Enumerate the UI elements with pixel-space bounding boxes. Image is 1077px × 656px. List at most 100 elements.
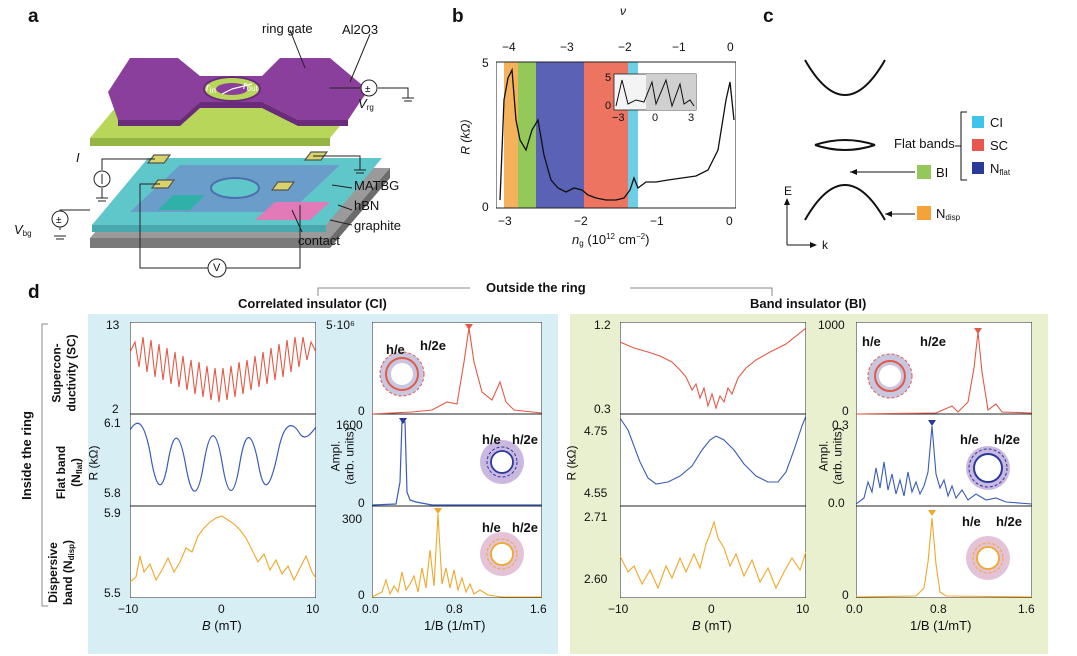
row-label-disp: Dispersive band (Ndisp)	[46, 539, 77, 606]
v-rg-label: Vrg	[358, 96, 374, 112]
inset-x-tick: −3	[612, 112, 625, 124]
bi-label: BI	[936, 165, 949, 180]
bi-disp-trace	[620, 520, 806, 590]
bi-flat-spectrum	[856, 425, 1032, 505]
bi-a-tick: 0.0	[828, 496, 845, 510]
panel-b-plot	[496, 61, 736, 209]
bi-sc-trace	[620, 327, 806, 410]
he-label: h/e	[862, 334, 881, 349]
ng-axis-label: ng (1012 cm−2)	[572, 232, 650, 248]
ci-a-tick: 0	[358, 404, 365, 418]
svg-text:±: ±	[365, 84, 371, 95]
r-in-label: rin	[206, 82, 216, 95]
panel-label-b: b	[452, 6, 464, 27]
b-tick: −10	[118, 602, 139, 616]
b-tick: 10	[796, 602, 810, 616]
h2e-label: h/2e	[996, 514, 1023, 529]
ci-ampl-axis-label: Ampl. (arb. units)	[328, 427, 357, 485]
ci-b-axis-label: B (mT)	[202, 618, 242, 633]
legend-ci: CI	[990, 115, 1003, 130]
bi-flat-trace	[620, 415, 806, 485]
ci-disp-trace	[130, 515, 316, 583]
bi-disp-spectrum	[856, 517, 1032, 598]
flat-bands-label: Flat bands	[894, 136, 955, 151]
bi-r-axis-label: R (kΩ)	[564, 445, 579, 481]
inside-ring-bracket	[41, 323, 48, 607]
hbn-label: hBN	[354, 198, 380, 213]
ci-amplitude-plots	[372, 322, 542, 598]
he-label: h/e	[482, 520, 501, 535]
invb-tick: 0.8	[446, 602, 463, 616]
ci-a-tick: 1600	[336, 418, 363, 432]
bi-a-tick: 0.3	[832, 418, 849, 432]
device-schematic: ± ±	[51, 29, 414, 278]
bi-r-tick: 0.3	[594, 402, 611, 416]
h2e-label: h/2e	[512, 432, 539, 447]
y-tick: 0	[482, 200, 489, 214]
inset-y-tick: 5	[605, 72, 612, 84]
outside-ring-title: Outside the ring	[486, 280, 586, 295]
top-tick: −2	[618, 40, 632, 54]
outside-ring-bracket	[317, 287, 773, 296]
he-label: h/e	[960, 432, 979, 447]
row-label-flat: Flat band (Nflat)	[54, 445, 85, 500]
ci-r-tick: 5.5	[104, 586, 121, 600]
he-label: h/e	[962, 514, 981, 529]
ci-flat-spectrum	[372, 421, 542, 506]
al2o3-label: Al2O3	[342, 22, 379, 37]
panel-label-d: d	[28, 282, 40, 303]
panel-label-a: a	[28, 6, 39, 27]
he-label: h/e	[386, 342, 405, 357]
r-out-label: rout	[243, 80, 258, 93]
ci-r-tick: 13	[106, 318, 120, 332]
k-axis-label: k	[822, 238, 828, 252]
y-tick: 5	[482, 56, 489, 70]
ci-invb-axis-label: 1/B (1/mT)	[424, 618, 486, 633]
ci-r-tick: 6.1	[104, 416, 121, 430]
bi-r-tick: 4.75	[584, 424, 608, 438]
ci-sc-spectrum	[372, 327, 542, 415]
bi-r-tick: 4.55	[584, 486, 608, 500]
b-tick: 0	[218, 602, 225, 616]
inset-x-tick: 3	[688, 112, 695, 124]
graphite-label: graphite	[354, 218, 401, 233]
bi-a-tick: 0	[842, 588, 849, 602]
invb-tick: 0.0	[362, 602, 379, 616]
x-tick: 0	[726, 214, 733, 228]
resistance-trace	[499, 67, 735, 201]
contact-pad	[158, 195, 205, 210]
matbg-label: MATBG	[354, 178, 400, 193]
x-tick: −3	[498, 214, 512, 228]
h2e-label: h/2e	[994, 432, 1021, 447]
ci-a-tick: 300	[342, 512, 363, 526]
bi-amplitude-plots	[856, 322, 1032, 598]
x-tick: −2	[574, 214, 588, 228]
b-tick: 0	[708, 602, 715, 616]
ci-sc-trace	[130, 336, 316, 403]
r-axis-label: R (kΩ)	[458, 119, 473, 155]
ci-disp-spectrum	[372, 513, 542, 598]
bi-r-tick: 1.2	[594, 318, 611, 332]
ci-r-tick: 5.8	[104, 486, 121, 500]
ci-r-tick: 5.9	[104, 506, 121, 520]
inset-y-tick: 0	[605, 100, 612, 112]
e-axis-label: E	[784, 184, 793, 198]
ci-a-tick: 0	[358, 496, 365, 510]
band-diagram	[784, 59, 984, 248]
legend-sc: SC	[990, 138, 1009, 153]
top-tick: 0	[727, 40, 734, 54]
ci-title: Correlated insulator (CI)	[238, 296, 387, 311]
inset-x-tick: 0	[652, 112, 659, 124]
invb-tick: 0.8	[930, 602, 947, 616]
bi-b-axis-label: B (mT)	[692, 618, 732, 633]
ci-r-axis-label: R (kΩ)	[86, 445, 101, 481]
invb-tick: 0.0	[846, 602, 863, 616]
invb-tick: 1.6	[1018, 602, 1035, 616]
bi-invb-axis-label: 1/B (1/mT)	[910, 618, 972, 633]
voltmeter-label: V	[213, 262, 221, 274]
bi-title: Band insulator (BI)	[750, 296, 867, 311]
he-label: h/e	[482, 432, 501, 447]
bi-sc-spectrum	[856, 331, 1032, 415]
v-bg-label: Vbg	[14, 222, 32, 238]
legend-nflat: Nflat	[990, 161, 1011, 177]
